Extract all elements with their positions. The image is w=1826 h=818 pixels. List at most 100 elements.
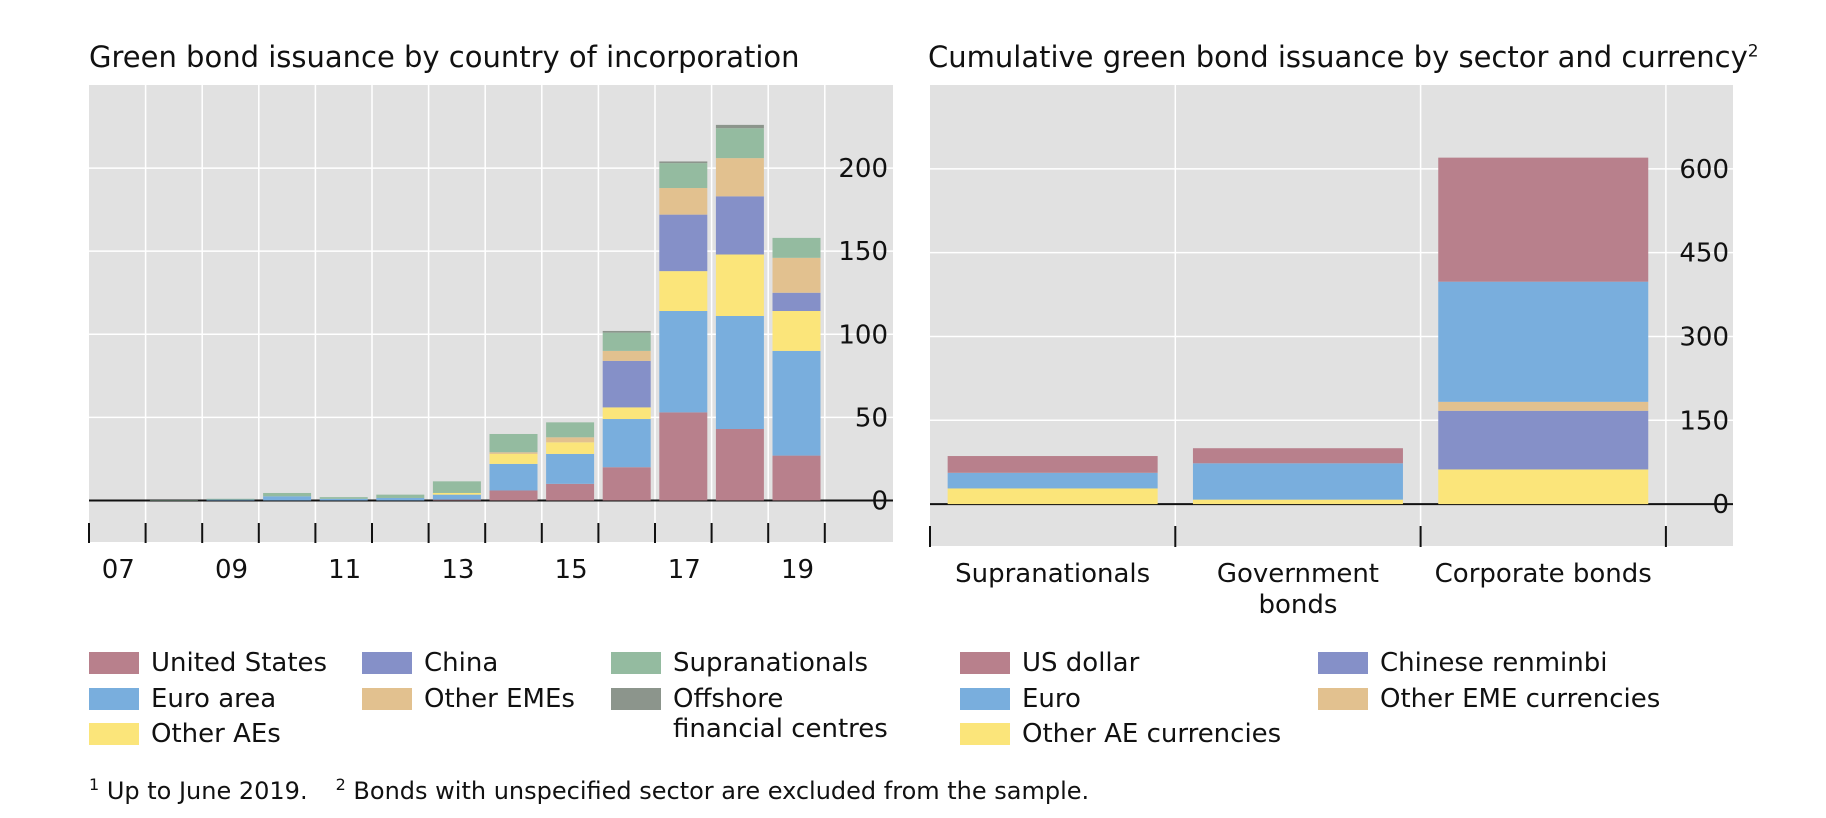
left-x-tick-label: 17 <box>668 555 701 585</box>
right-y-tick-label: 450 <box>1679 239 1729 269</box>
legend-label: Other AE currencies <box>1022 719 1282 749</box>
legend-right-item-other_emes: Other EME currencies <box>1318 684 1660 714</box>
bar-segment-euro_area-16 <box>602 419 651 468</box>
right-x-category-label-line: Supranationals <box>955 559 1150 589</box>
bar-segment-supranationals-11 <box>319 497 368 499</box>
right-chart: 0 150 300 450 600 Supranationals Government bon… <box>929 85 1733 620</box>
legend-right-item-euro_area: Euro <box>960 684 1081 714</box>
bar-segment-euro_area-17 <box>659 311 708 413</box>
legend-label: Offshore financial centres <box>673 684 888 744</box>
legend-left-item-other_emes: Other EMEs <box>362 684 575 714</box>
left-y-tick-label: 150 <box>838 237 888 267</box>
right-x-category-label-line: bonds <box>1258 590 1337 620</box>
legend-left-item-euro_area: Euro area <box>89 684 276 714</box>
legend-right-item-china: Chinese renminbi <box>1318 648 1608 678</box>
bar-segment-supranationals-13 <box>432 481 481 493</box>
bar-segment-other_emes-14 <box>489 452 538 454</box>
legend-swatch <box>362 652 412 674</box>
bar-segment-euro_area-09 <box>206 499 255 501</box>
bar-segment-other_emes-15 <box>546 437 595 443</box>
bar-segment-supranationals-15 <box>546 422 595 438</box>
left-y-tick-label: 50 <box>855 403 888 433</box>
legend-right-item-other_aes: Other AE currencies <box>960 719 1281 749</box>
right-chart-title-text: Cumulative green bond issuance by sector… <box>928 40 1748 74</box>
legend-label: Other EME currencies <box>1380 684 1661 714</box>
bar-segment-united_states-19 <box>772 455 821 501</box>
bar-segment-other_aes-supranationals <box>947 488 1158 505</box>
legend-swatch <box>960 652 1010 674</box>
footnote-2-mark: 2 <box>335 775 346 794</box>
bar-segment-other_aes-government-bonds <box>1192 499 1403 505</box>
bar-segment-other_emes-16 <box>602 350 651 361</box>
bar-segment-united_states-16 <box>602 467 651 501</box>
bar-segment-china-17 <box>659 214 708 272</box>
legend-left-item-china: China <box>362 648 498 678</box>
bar-segment-offshore-18 <box>715 124 764 129</box>
legend-label: US dollar <box>1022 648 1140 678</box>
bar-segment-united_states-government-bonds <box>1192 448 1403 464</box>
bar-segment-euro_area-15 <box>546 453 595 484</box>
right-x-category-label: Supranationals <box>955 559 1150 589</box>
bar-segment-china-corporate-bonds <box>1438 410 1649 470</box>
legend-swatch <box>1318 688 1368 710</box>
bar-segment-euro_area-supranationals <box>947 472 1158 489</box>
footnotes: 1 Up to June 2019. 2 Bonds with unspecifi… <box>89 775 1089 805</box>
bar-segment-euro_area-government-bonds <box>1192 463 1403 500</box>
legend-swatch <box>611 652 661 674</box>
bar-segment-united_states-supranationals <box>947 456 1158 473</box>
bar-segment-other_aes-corporate-bonds <box>1438 469 1649 505</box>
legend-left-item-united_states: United States <box>89 648 327 678</box>
bar-segment-other_aes-16 <box>602 407 651 420</box>
bar-segment-china-16 <box>602 360 651 408</box>
left-chart-title: Green bond issuance by country of incorp… <box>89 40 800 74</box>
legend-label: Chinese renminbi <box>1380 648 1608 678</box>
bar-segment-euro_area-14 <box>489 463 538 491</box>
legend-swatch <box>611 688 661 710</box>
bar-segment-supranationals-19 <box>772 237 821 258</box>
bar-segment-other_aes-19 <box>772 311 821 351</box>
right-x-category-label: Government bonds <box>1217 559 1379 620</box>
legend-label: China <box>424 648 499 678</box>
bar-segment-euro_area-11 <box>319 498 368 501</box>
bar-segment-supranationals-18 <box>715 128 764 159</box>
bar-segment-united_states-18 <box>715 428 764 501</box>
footnote-2-text: Bonds with unspecified sector are exclud… <box>353 777 1090 805</box>
right-y-tick-label: 150 <box>1679 406 1729 436</box>
left-x-tick-label: 07 <box>102 555 135 585</box>
right-x-category-label: Corporate bonds <box>1435 559 1652 589</box>
legend-swatch <box>362 688 412 710</box>
bar-segment-euro_area-18 <box>715 315 764 429</box>
legend-swatch <box>89 652 139 674</box>
bar-segment-supranationals-16 <box>602 332 651 351</box>
legend-left-item-supranationals: Supranationals <box>611 648 868 678</box>
bar-segment-other_aes-13 <box>432 492 481 495</box>
left-x-tick-label: 15 <box>555 555 588 585</box>
left-y-tick-label: 200 <box>838 154 888 184</box>
bar-segment-supranationals-10 <box>263 492 312 497</box>
legend-left-item-other_aes: Other AEs <box>89 719 281 749</box>
bar-segment-euro_area-corporate-bonds <box>1438 281 1649 402</box>
bar-segment-other_aes-17 <box>659 271 708 312</box>
left-x-tick-label: 19 <box>781 555 814 585</box>
bar-segment-other_aes-15 <box>546 442 595 454</box>
bar-segment-other_emes-corporate-bonds <box>1438 401 1649 411</box>
legend-label: United States <box>151 648 328 678</box>
bar-segment-offshore-16 <box>602 330 651 333</box>
bar-segment-other_aes-18 <box>715 254 764 316</box>
right-x-category-label-line: Government <box>1217 559 1379 589</box>
bar-segment-united_states-15 <box>546 483 595 501</box>
legend-swatch <box>89 688 139 710</box>
legend-swatch <box>89 723 139 745</box>
right-chart-title-footnote-mark: 2 <box>1747 41 1759 62</box>
legend-label: Other AEs <box>151 719 281 749</box>
left-x-tick-label: 13 <box>441 555 474 585</box>
legend-left-item-offshore: Offshore financial centres <box>611 684 901 744</box>
bar-segment-supranationals-12 <box>376 494 425 498</box>
legend-right-item-united_states: US dollar <box>960 648 1139 678</box>
bar-segment-united_states-13 <box>432 499 481 501</box>
right-chart-title: Cumulative green bond issuance by sector… <box>928 40 1759 74</box>
legend-label: Euro area <box>151 684 277 714</box>
bar-segment-euro_area-13 <box>432 494 481 500</box>
legend-label: Euro <box>1022 684 1081 714</box>
